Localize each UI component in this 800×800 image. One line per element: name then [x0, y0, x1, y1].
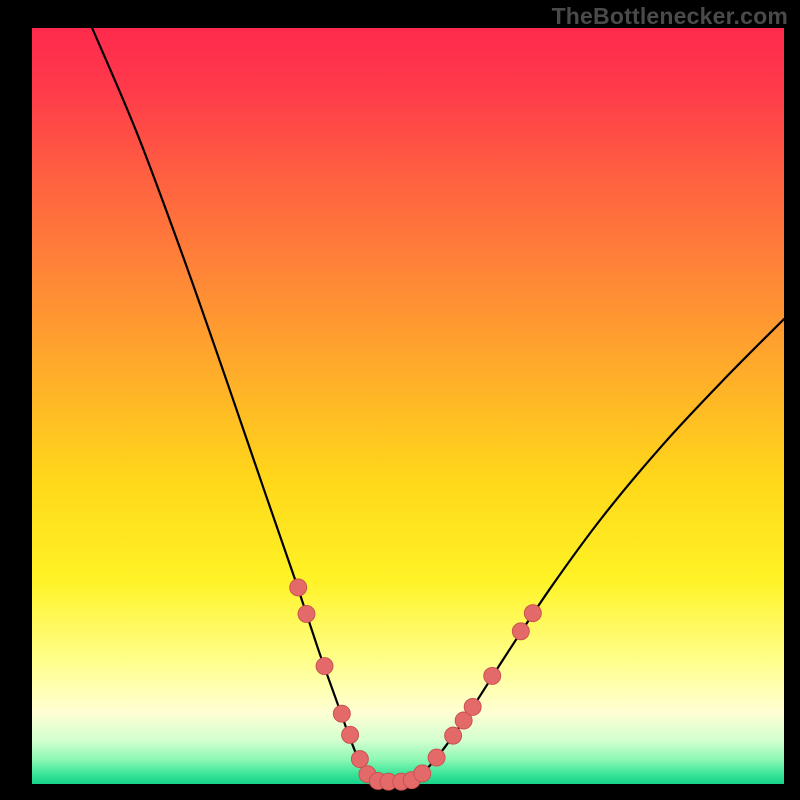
- chart-stage: TheBottlenecker.com: [0, 0, 800, 800]
- watermark-text: TheBottlenecker.com: [552, 3, 788, 30]
- data-marker: [512, 623, 529, 640]
- data-marker: [342, 726, 359, 743]
- data-marker: [333, 705, 350, 722]
- data-marker: [524, 605, 541, 622]
- bottleneck-curve-chart: [0, 0, 800, 800]
- data-marker: [351, 751, 368, 768]
- data-marker: [464, 698, 481, 715]
- data-marker: [290, 579, 307, 596]
- gradient-background: [32, 28, 784, 784]
- data-marker: [414, 765, 431, 782]
- data-marker: [445, 727, 462, 744]
- data-marker: [316, 658, 333, 675]
- data-marker: [484, 667, 501, 684]
- data-marker: [428, 749, 445, 766]
- data-marker: [298, 605, 315, 622]
